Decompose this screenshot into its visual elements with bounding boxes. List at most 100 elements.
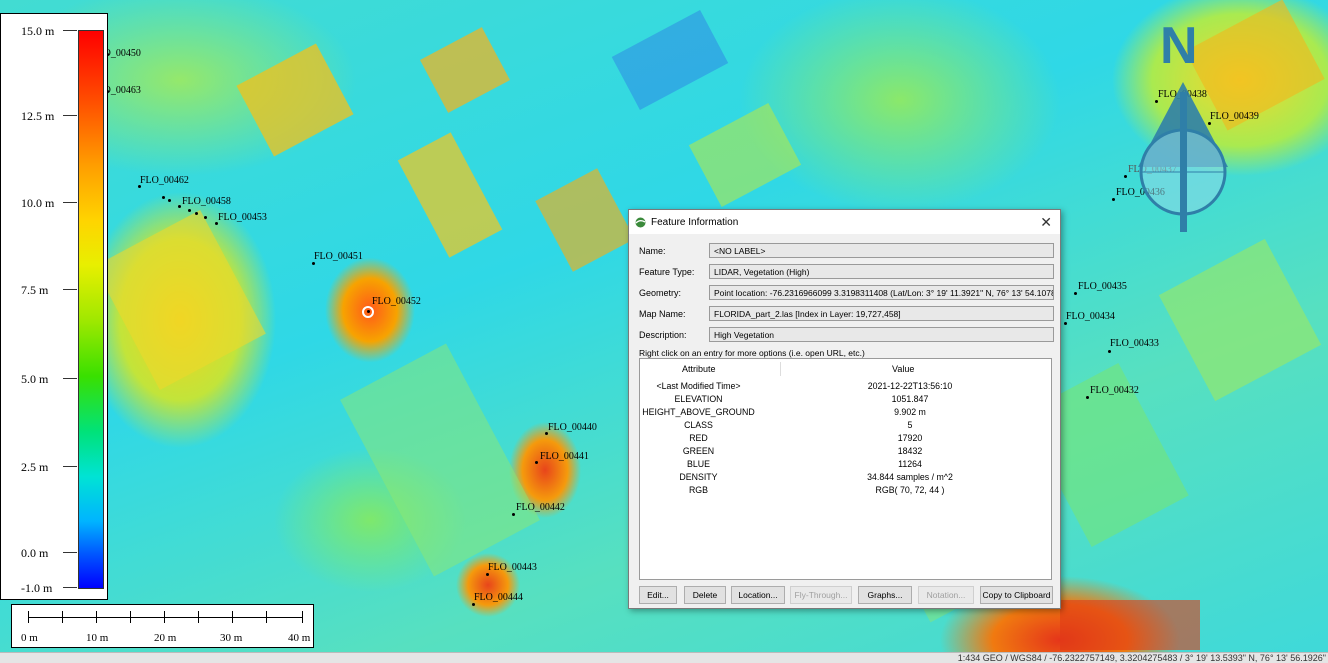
elevation-legend: 15.0 m 12.5 m 10.0 m 7.5 m 5.0 m 2.5 m 0…	[0, 13, 108, 600]
feature-label[interactable]: FLO_00463	[92, 85, 141, 96]
feature-marker[interactable]	[312, 262, 315, 265]
attribute-row[interactable]: CLASS 5	[640, 420, 1051, 433]
attribute-name: GREEN	[682, 446, 715, 456]
dialog-titlebar[interactable]: Feature Information ✕	[629, 210, 1060, 234]
column-separator[interactable]	[780, 362, 781, 376]
scale-bar: 0 m 10 m 20 m 30 m 40 m	[11, 604, 314, 648]
feature-marker[interactable]	[188, 209, 191, 212]
scale-label: 0 m	[21, 632, 38, 644]
selected-feature-marker[interactable]	[361, 305, 375, 319]
feature-label[interactable]: FLO_00452	[372, 296, 421, 307]
attribute-value: 17920	[897, 433, 923, 443]
legend-label: 2.5 m	[21, 460, 49, 474]
type-label: Feature Type:	[639, 267, 695, 277]
feature-marker[interactable]	[472, 603, 475, 606]
feature-marker[interactable]	[545, 432, 548, 435]
value-column-header[interactable]: Value	[892, 364, 915, 374]
geometry-field[interactable]: Point location: -76.2316966099 3.3198311…	[709, 285, 1054, 300]
feature-marker[interactable]	[535, 461, 538, 464]
delete-button[interactable]: Delete	[684, 586, 726, 604]
globe-app-icon	[635, 217, 646, 228]
feature-label[interactable]: FLO_00443	[488, 562, 537, 573]
edit-button[interactable]: Edit...	[639, 586, 677, 604]
attribute-name: <Last Modified Time>	[656, 381, 741, 391]
feature-marker[interactable]	[215, 222, 218, 225]
attribute-row[interactable]: BLUE 11264	[640, 459, 1051, 472]
name-field[interactable]: <NO LABEL>	[709, 243, 1054, 258]
feature-marker[interactable]	[1074, 292, 1077, 295]
attribute-column-header[interactable]: Attribute	[682, 364, 716, 374]
location-button[interactable]: Location...	[731, 586, 785, 604]
scale-tick	[232, 611, 233, 623]
type-field[interactable]: LIDAR, Vegetation (High)	[709, 264, 1054, 279]
legend-label: -1.0 m	[21, 581, 53, 595]
fly-through-button[interactable]: Fly-Through...	[790, 586, 852, 604]
legend-tick	[63, 115, 77, 116]
description-field[interactable]: High Vegetation	[709, 327, 1054, 342]
legend-tick	[63, 289, 77, 290]
feature-label[interactable]: FLO_00439	[1210, 111, 1259, 122]
feature-marker[interactable]	[486, 573, 489, 576]
feature-label[interactable]: FLO_00444	[474, 592, 523, 603]
feature-label[interactable]: FLO_00434	[1066, 311, 1115, 322]
attribute-row[interactable]: RGB RGB( 70, 72, 44 )	[640, 485, 1051, 498]
feature-marker[interactable]	[1208, 122, 1211, 125]
attribute-name: RED	[689, 433, 708, 443]
attribute-name: BLUE	[687, 459, 710, 469]
feature-marker[interactable]	[1064, 322, 1067, 325]
feature-label[interactable]: FLO_00462	[140, 175, 189, 186]
feature-marker[interactable]	[367, 310, 370, 313]
close-icon[interactable]: ✕	[1040, 214, 1052, 230]
feature-marker[interactable]	[178, 205, 181, 208]
feature-marker[interactable]	[204, 216, 207, 219]
feature-marker[interactable]	[1086, 396, 1089, 399]
feature-marker[interactable]	[1108, 350, 1111, 353]
scale-tick	[266, 611, 267, 623]
attribute-list[interactable]: Attribute Value <Last Modified Time> 202…	[639, 358, 1052, 580]
feature-label[interactable]: FLO_00436	[1116, 187, 1165, 198]
feature-marker[interactable]	[195, 212, 198, 215]
map-patch	[397, 132, 503, 258]
feature-label[interactable]: FLO_00441	[540, 451, 589, 462]
map-patch	[688, 102, 802, 208]
description-label: Description:	[639, 330, 687, 340]
feature-label[interactable]: FLO_00432	[1090, 385, 1139, 396]
attribute-row[interactable]: DENSITY 34.844 samples / m^2	[640, 472, 1051, 485]
map-name-field[interactable]: FLORIDA_part_2.las [Index in Layer: 19,7…	[709, 306, 1054, 321]
feature-marker[interactable]	[1124, 175, 1127, 178]
attribute-value: RGB( 70, 72, 44 )	[875, 485, 945, 495]
feature-label[interactable]: FLO_00458	[182, 196, 231, 207]
scale-label: 10 m	[86, 632, 109, 644]
feature-marker[interactable]	[1155, 100, 1158, 103]
attribute-value: 5	[907, 420, 913, 430]
legend-tick	[63, 552, 77, 553]
feature-marker[interactable]	[162, 196, 165, 199]
graphs-button[interactable]: Graphs...	[858, 586, 912, 604]
legend-label: 12.5 m	[21, 109, 55, 123]
attribute-row[interactable]: ELEVATION 1051.847	[640, 394, 1051, 407]
scale-tick	[62, 611, 63, 623]
notation-button[interactable]: Notation...	[918, 586, 974, 604]
attribute-row[interactable]: HEIGHT_ABOVE_GROUND 9.902 m	[640, 407, 1051, 420]
feature-marker[interactable]	[138, 185, 141, 188]
attribute-row[interactable]: <Last Modified Time> 2021-12-22T13:56:10	[640, 381, 1051, 394]
feature-label[interactable]: FLO_00450	[92, 48, 141, 59]
attribute-value: 11264	[898, 459, 922, 469]
feature-label[interactable]: FLO_00451	[314, 251, 363, 262]
right-click-hint: Right click on an entry for more options…	[639, 348, 865, 358]
feature-marker[interactable]	[168, 199, 171, 202]
attribute-name: HEIGHT_ABOVE_GROUND	[642, 407, 755, 417]
feature-label[interactable]: FLO_00435	[1078, 281, 1127, 292]
feature-label[interactable]: FLO_00440	[548, 422, 597, 433]
attribute-row[interactable]: RED 17920	[640, 433, 1051, 446]
scale-label: 30 m	[220, 632, 243, 644]
legend-tick	[63, 378, 77, 379]
attribute-row[interactable]: GREEN 18432	[640, 446, 1051, 459]
feature-label[interactable]: FLO_00442	[516, 502, 565, 513]
feature-label[interactable]: FLO_00433	[1110, 338, 1159, 349]
feature-label[interactable]: FLO_00453	[218, 212, 267, 223]
copy-to-clipboard-button[interactable]: Copy to Clipboard	[980, 586, 1053, 604]
feature-marker[interactable]	[512, 513, 515, 516]
feature-marker[interactable]	[1112, 198, 1115, 201]
attribute-value: 34.844 samples / m^2	[867, 472, 953, 482]
